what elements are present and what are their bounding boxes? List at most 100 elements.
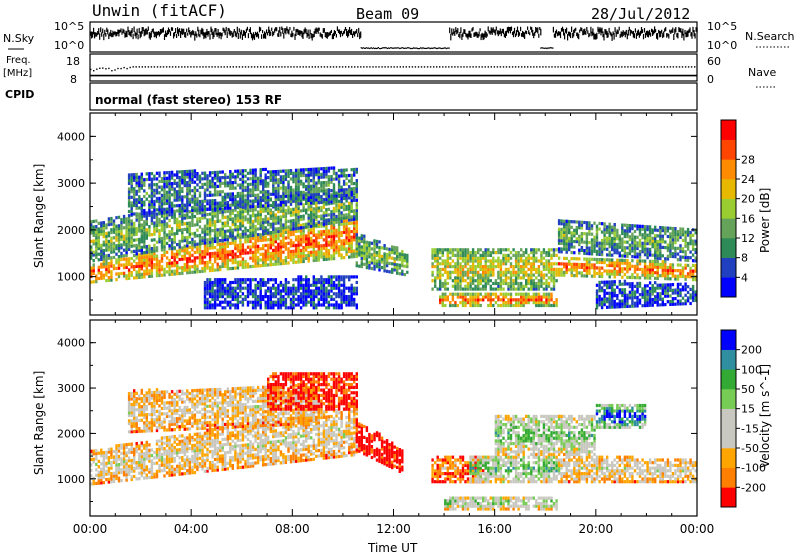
power-cell [170, 264, 174, 268]
power-cell [322, 202, 326, 207]
power-cell [305, 278, 308, 282]
power-cell [459, 251, 462, 255]
power-cell [173, 272, 176, 276]
power-cell [140, 237, 143, 241]
noise-sample [357, 33, 359, 38]
power-cell [297, 185, 300, 189]
power-cell [325, 235, 328, 239]
power-cell [282, 200, 285, 204]
power-cell [439, 273, 442, 277]
power-cell [335, 197, 338, 201]
power-cell [274, 303, 277, 307]
power-cell [332, 240, 336, 244]
power-cell [348, 238, 351, 242]
power-cell [244, 209, 247, 213]
power-cell [216, 219, 219, 223]
power-cell [196, 267, 199, 271]
power-cell [206, 182, 209, 186]
noise-sample [656, 33, 658, 39]
power-cell [165, 190, 169, 194]
power-cell [170, 227, 174, 231]
power-cell [178, 214, 181, 218]
power-cell [213, 228, 217, 232]
power-cell [456, 279, 460, 283]
noise-sample [520, 26, 522, 32]
power-cell [461, 270, 465, 274]
power-cell [269, 303, 272, 307]
power-cell [208, 306, 212, 310]
noise-sample [263, 33, 265, 39]
noise-sample [687, 30, 689, 37]
power-cell [219, 176, 222, 180]
power-cell [267, 297, 270, 301]
power-cell [170, 229, 174, 233]
power-cell [186, 271, 189, 275]
power-cell [279, 221, 283, 225]
noise-sample [97, 31, 99, 35]
power-cell [287, 230, 290, 234]
power-cell [112, 267, 116, 271]
power-cell [350, 303, 353, 307]
power-cell [148, 194, 151, 198]
power-cell [241, 197, 245, 201]
power-cell [406, 253, 409, 257]
power-cell [287, 186, 290, 190]
power-cell [107, 239, 111, 243]
noise-sample [516, 26, 519, 32]
power-cell [97, 247, 100, 251]
power-cell [507, 256, 510, 260]
power-cell [138, 243, 141, 247]
power-cell [396, 268, 399, 272]
noise-sample [572, 32, 574, 39]
power-cell [170, 193, 174, 197]
power-cell [297, 286, 300, 290]
power-cell [221, 201, 224, 205]
power-cell [229, 203, 232, 207]
power-cell [181, 189, 184, 193]
noise-sample [609, 31, 611, 35]
power-cell [312, 173, 315, 177]
power-cell [282, 261, 285, 266]
power-cell [312, 280, 315, 285]
noise-sample [434, 47, 436, 49]
power-cell [251, 171, 255, 175]
power-cell [441, 298, 444, 302]
power-cell [299, 251, 303, 255]
power-cell [234, 241, 237, 245]
power-cell [297, 303, 300, 307]
power-cell [181, 268, 184, 272]
power-cell [150, 172, 154, 176]
power-cell [211, 289, 214, 293]
noise-sample [638, 32, 640, 38]
power-cell [451, 279, 455, 283]
power-cell [330, 297, 333, 301]
power-cell [186, 245, 189, 250]
power-cell [130, 209, 133, 213]
power-cell [107, 264, 111, 268]
power-cell [176, 223, 179, 227]
power-cell [282, 289, 285, 293]
power-cell [241, 191, 245, 195]
power-cell [145, 245, 148, 249]
power-cell [231, 297, 234, 301]
power-cell [183, 263, 186, 267]
power-cell [216, 184, 219, 188]
power-cell [155, 229, 159, 233]
power-cell [507, 287, 510, 291]
noise-sample [368, 47, 370, 50]
power-cell [477, 276, 480, 280]
power-cell [224, 306, 227, 310]
power-cell [282, 231, 285, 235]
power-cell [289, 244, 293, 248]
noise-sample [171, 27, 174, 31]
noise-sample [517, 30, 520, 37]
power-cell [90, 245, 93, 249]
power-cell [117, 215, 121, 219]
power-cell [353, 303, 356, 307]
noise-sample [358, 27, 360, 34]
noise-sample [143, 30, 145, 37]
power-cell [272, 184, 275, 188]
power-cell [259, 238, 262, 242]
power-cell [234, 175, 237, 179]
power-cell [251, 256, 255, 260]
